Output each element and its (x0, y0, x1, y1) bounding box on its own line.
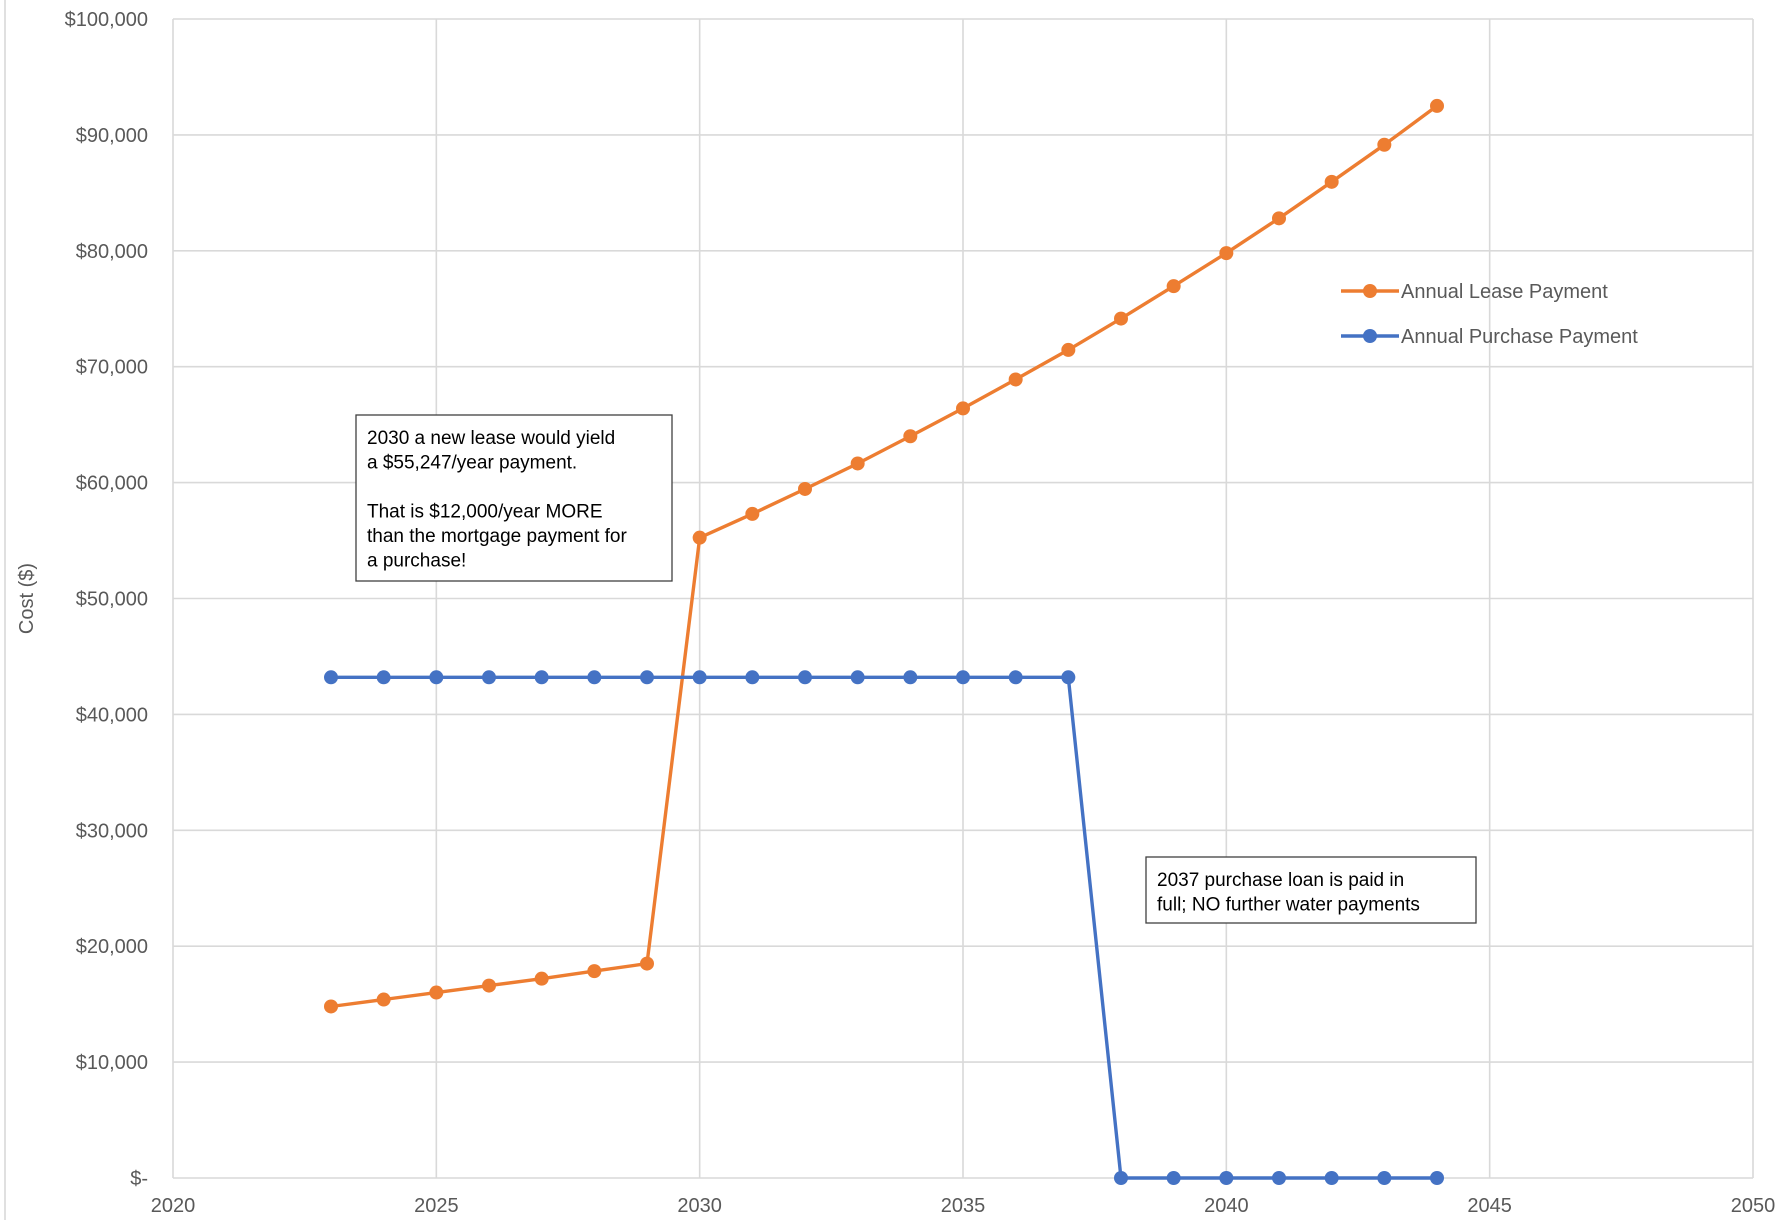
x-tick-label: 2025 (414, 1195, 459, 1217)
data-point (1324, 174, 1339, 189)
series-line (330, 104, 1439, 1009)
data-point (482, 670, 496, 685)
annotation-line: a purchase! (367, 551, 466, 572)
data-point (1324, 1171, 1339, 1185)
data-point (1114, 1171, 1128, 1185)
data-point (376, 670, 391, 685)
x-tick-label: 2040 (1204, 1195, 1249, 1217)
data-point (1377, 1171, 1392, 1185)
data-point (376, 992, 391, 1007)
data-point (640, 956, 654, 971)
data-point (850, 456, 865, 471)
data-point (534, 670, 549, 685)
data-point (324, 670, 338, 685)
x-tick-label: 2020 (151, 1195, 196, 1217)
data-point (1272, 1171, 1286, 1185)
y-tick-label: $100,000 (65, 9, 148, 31)
data-point (745, 670, 760, 685)
data-point (1008, 670, 1023, 685)
data-point (1061, 670, 1076, 685)
y-tick-label: $80,000 (76, 241, 148, 263)
data-point (692, 670, 707, 685)
data-point (903, 670, 918, 685)
y-tick-label: $60,000 (76, 473, 148, 495)
data-point (587, 964, 602, 979)
data-point (1008, 372, 1023, 387)
legend-label: Annual Purchase Payment (1401, 326, 1638, 348)
annotation-line: 2037 purchase loan is paid in (1157, 870, 1404, 891)
data-point (798, 481, 812, 496)
y-tick-label: $70,000 (76, 357, 148, 379)
y-tick-label: $30,000 (76, 820, 148, 842)
axes: $- $10,000 $20,000 $30,000 $40,000 $50,000 $60… (16, 9, 1775, 1217)
data-point (1166, 1171, 1181, 1185)
y-tick-label: $40,000 (76, 704, 148, 726)
legend-label: Annual Lease Payment (1401, 281, 1608, 303)
data-point (745, 506, 760, 521)
gridlines (4, 0, 1754, 1220)
data-point (429, 985, 444, 1000)
legend-marker (1363, 284, 1377, 298)
data-point (1114, 311, 1128, 326)
data-point (324, 999, 338, 1014)
data-point (1166, 279, 1181, 294)
data-point (850, 670, 865, 685)
data-point (640, 670, 654, 685)
y-tick-label: $50,000 (76, 589, 148, 611)
data-point (903, 429, 918, 444)
x-tick-label: 2030 (677, 1195, 722, 1217)
x-tick-label: 2045 (1467, 1195, 1512, 1217)
data-point (956, 670, 970, 685)
data-point (956, 401, 970, 416)
data-point (1272, 211, 1286, 226)
annotation-line: 2030 a new lease would yield (367, 428, 615, 449)
data-point (1219, 1171, 1234, 1185)
y-axis-title: Cost ($) (16, 563, 38, 634)
data-point (798, 670, 812, 685)
series-layer (324, 98, 1444, 1185)
x-tick-label: 2035 (941, 1195, 986, 1217)
annotation-line: That is $12,000/year MORE (367, 502, 603, 523)
data-point (1219, 246, 1234, 261)
annotation-line: full; NO further water payments (1157, 895, 1420, 916)
annotation-box (1145, 856, 1477, 924)
data-point (429, 670, 444, 685)
legend-marker (1363, 329, 1377, 343)
data-point (1430, 1171, 1444, 1185)
data-point (587, 670, 602, 685)
y-tick-label: $90,000 (76, 125, 148, 147)
annotations: 2030 a new lease would yield a $55,247/ye… (355, 414, 1477, 924)
y-tick-label: $10,000 (76, 1052, 148, 1074)
data-point (1377, 137, 1392, 152)
data-point (534, 971, 549, 986)
annotation-line: than the mortgage payment for (367, 526, 627, 547)
x-tick-label: 2050 (1731, 1195, 1776, 1217)
data-point (1061, 342, 1076, 357)
y-tick-label: $- (130, 1168, 148, 1190)
data-point (1430, 98, 1444, 113)
data-point (692, 530, 707, 545)
legend: Annual Lease Payment Annual Purchase Paym… (1341, 281, 1638, 348)
series-line (331, 675, 1437, 1180)
annotation-box (355, 414, 673, 582)
annotation-line: a $55,247/year payment. (367, 453, 577, 474)
data-point (482, 978, 496, 993)
y-tick-label: $20,000 (76, 936, 148, 958)
